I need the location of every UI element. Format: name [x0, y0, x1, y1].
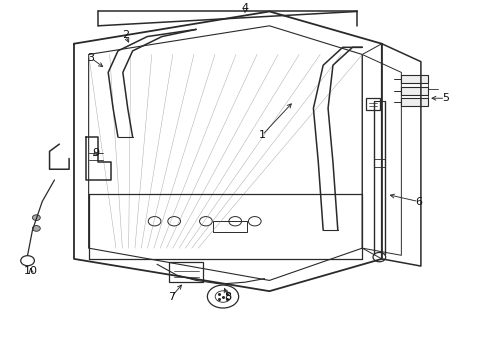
Text: 9: 9	[93, 148, 99, 158]
Bar	[169, 262, 203, 282]
Text: 7: 7	[168, 292, 175, 302]
Bar	[401, 87, 428, 95]
Circle shape	[32, 215, 40, 221]
Text: 4: 4	[242, 3, 248, 13]
Text: 10: 10	[24, 266, 38, 276]
Text: 5: 5	[442, 93, 449, 103]
Text: 1: 1	[259, 130, 266, 140]
Bar	[401, 98, 428, 106]
Text: 6: 6	[415, 197, 422, 207]
Text: 2: 2	[122, 30, 129, 40]
Bar	[213, 221, 247, 232]
Bar	[401, 75, 428, 83]
Text: 8: 8	[224, 292, 231, 302]
Circle shape	[32, 226, 40, 231]
Bar	[366, 98, 380, 110]
Text: 3: 3	[88, 53, 95, 63]
